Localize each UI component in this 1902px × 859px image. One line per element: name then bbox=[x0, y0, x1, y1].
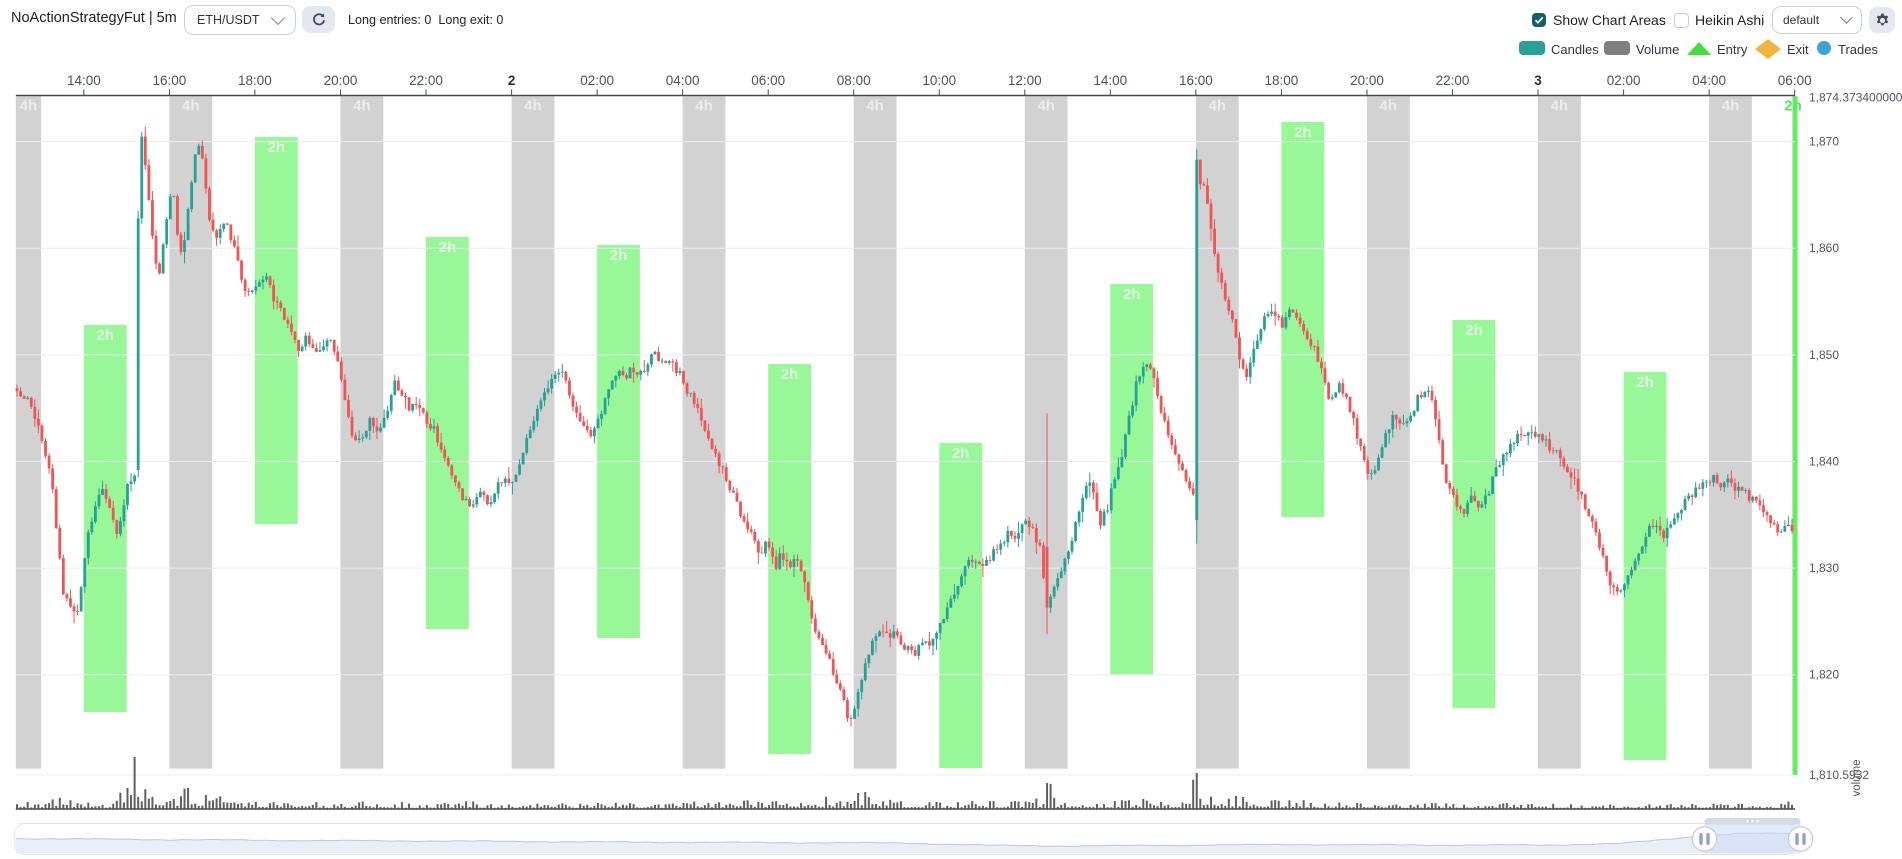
svg-text:2h: 2h bbox=[1294, 124, 1312, 141]
svg-text:06:00: 06:00 bbox=[751, 73, 785, 88]
svg-text:16:00: 16:00 bbox=[1179, 73, 1213, 88]
svg-text:04:00: 04:00 bbox=[666, 73, 700, 88]
svg-text:4h: 4h bbox=[1380, 98, 1398, 115]
svg-text:02:00: 02:00 bbox=[1607, 73, 1641, 88]
svg-text:2h: 2h bbox=[781, 366, 799, 383]
svg-text:20:00: 20:00 bbox=[324, 73, 358, 88]
svg-text:14:00: 14:00 bbox=[1093, 73, 1127, 88]
svg-text:12:00: 12:00 bbox=[1008, 73, 1042, 88]
svg-text:2h: 2h bbox=[610, 247, 628, 264]
svg-text:1,850: 1,850 bbox=[1809, 348, 1839, 362]
svg-text:2h: 2h bbox=[1123, 286, 1141, 303]
svg-text:2h: 2h bbox=[96, 327, 114, 344]
svg-text:2h: 2h bbox=[1784, 98, 1802, 115]
svg-text:4h: 4h bbox=[182, 98, 200, 115]
svg-text:2h: 2h bbox=[952, 445, 970, 462]
svg-text:22:00: 22:00 bbox=[409, 73, 443, 88]
svg-text:4h: 4h bbox=[1209, 98, 1227, 115]
svg-text:4h: 4h bbox=[524, 98, 542, 115]
svg-text:14:00: 14:00 bbox=[67, 73, 101, 88]
svg-text:1,830: 1,830 bbox=[1809, 561, 1839, 575]
svg-text:04:00: 04:00 bbox=[1692, 73, 1726, 88]
svg-text:1,840: 1,840 bbox=[1809, 455, 1839, 469]
svg-text:2h: 2h bbox=[1636, 374, 1654, 391]
svg-text:4h: 4h bbox=[695, 98, 713, 115]
svg-text:4h: 4h bbox=[866, 98, 884, 115]
svg-text:18:00: 18:00 bbox=[1265, 73, 1299, 88]
svg-text:4h: 4h bbox=[20, 98, 38, 115]
svg-text:2h: 2h bbox=[268, 139, 286, 156]
svg-text:4h: 4h bbox=[1037, 98, 1055, 115]
svg-text:16:00: 16:00 bbox=[153, 73, 187, 88]
svg-text:1,820: 1,820 bbox=[1809, 668, 1839, 682]
svg-text:4h: 4h bbox=[1551, 98, 1569, 115]
svg-text:10:00: 10:00 bbox=[922, 73, 956, 88]
svg-text:18:00: 18:00 bbox=[238, 73, 272, 88]
svg-text:1,810.5932: 1,810.5932 bbox=[1809, 768, 1869, 782]
svg-text:2h: 2h bbox=[1465, 322, 1483, 339]
svg-text:06:00: 06:00 bbox=[1778, 73, 1812, 88]
svg-text:2h: 2h bbox=[439, 239, 457, 256]
svg-text:1,874.373400000: 1,874.373400000 bbox=[1809, 91, 1902, 105]
svg-text:3: 3 bbox=[1534, 73, 1542, 88]
svg-text:02:00: 02:00 bbox=[580, 73, 614, 88]
svg-text:4h: 4h bbox=[1722, 98, 1740, 115]
svg-text:08:00: 08:00 bbox=[837, 73, 871, 88]
svg-text:1,870: 1,870 bbox=[1809, 135, 1839, 149]
svg-text:1,860: 1,860 bbox=[1809, 241, 1839, 255]
svg-text:20:00: 20:00 bbox=[1350, 73, 1384, 88]
svg-text:2: 2 bbox=[508, 73, 516, 88]
svg-text:22:00: 22:00 bbox=[1436, 73, 1470, 88]
svg-text:4h: 4h bbox=[353, 98, 371, 115]
svg-text:volume: volume bbox=[1851, 759, 1863, 796]
